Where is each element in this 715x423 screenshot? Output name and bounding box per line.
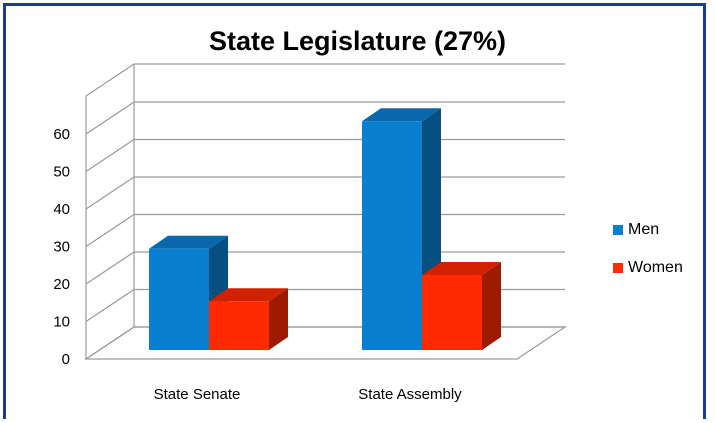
bar-women-state-assembly <box>422 262 501 350</box>
y-tick-label: 50 <box>53 164 70 181</box>
bar-women-state-senate-side <box>269 288 288 350</box>
gridline-side <box>85 251 135 285</box>
bar-women-state-senate <box>209 288 288 350</box>
y-tick-label: 30 <box>53 239 70 256</box>
legend-label-men: Men <box>628 221 660 238</box>
bar-men-state-assembly-top <box>362 108 441 122</box>
gridline-side <box>85 139 135 172</box>
y-tick-label: 10 <box>53 314 70 331</box>
y-tick-label: 60 <box>53 126 70 143</box>
x-tick-label: State Senate <box>154 386 241 403</box>
gridline-side <box>85 176 135 210</box>
legend-label-women: Women <box>628 259 683 276</box>
gridline-side <box>85 101 135 135</box>
legend-item-women: Women <box>613 258 683 278</box>
gridline-side <box>85 63 135 97</box>
bar-men-state-senate-front <box>149 248 209 350</box>
bar-women-state-assembly-side <box>482 262 501 350</box>
legend-swatch-men <box>613 225 623 235</box>
legend-item-men: Men <box>613 220 683 240</box>
chart-legend: Men Women <box>613 220 683 296</box>
bar-women-state-senate-top <box>209 288 288 302</box>
chart-frame <box>3 3 706 419</box>
bar-women-state-senate-front <box>209 301 269 350</box>
x-tick-label: State Assembly <box>358 386 462 403</box>
gridline-side <box>85 289 135 322</box>
gridline-side <box>85 214 135 247</box>
floor <box>84 326 567 360</box>
legend-swatch-women <box>613 263 623 273</box>
y-tick-label: 0 <box>62 351 70 368</box>
chart-title: State Legislature (27%) <box>208 26 507 56</box>
y-tick-label: 20 <box>53 276 70 293</box>
bar-women-state-assembly-top <box>422 262 501 275</box>
y-tick-label: 40 <box>53 201 70 218</box>
bar-men-state-senate-top <box>149 235 228 249</box>
bar-women-state-assembly-front <box>422 275 482 350</box>
bar-men-state-assembly-front <box>362 121 422 350</box>
